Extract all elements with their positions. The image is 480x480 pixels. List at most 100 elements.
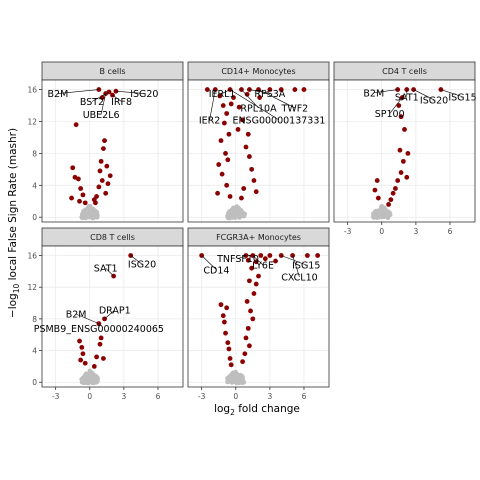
significant-point — [372, 187, 378, 193]
significant-point — [262, 256, 268, 262]
panel-border — [187, 245, 330, 388]
facet-strip-title: CD14+ Monocytes — [221, 67, 295, 76]
x-axis-title-post: fold change — [235, 403, 300, 415]
x-tick-label: 0 — [379, 227, 384, 236]
significant-point — [78, 357, 84, 363]
significant-point — [249, 265, 255, 271]
label-leader-line — [292, 255, 300, 277]
gene-label: B2M — [363, 88, 384, 99]
significant-point — [257, 95, 263, 100]
significant-point — [239, 195, 244, 201]
nonsignificant-point — [93, 214, 99, 220]
significant-point — [315, 253, 321, 258]
significant-point — [402, 127, 407, 132]
gene-label: TWF2 — [281, 103, 309, 114]
significant-point — [96, 184, 102, 190]
gene-label: SAT1 — [94, 264, 118, 275]
significant-point — [215, 190, 220, 196]
y-tick-label: 0 — [32, 213, 37, 222]
nonsignificant-point — [230, 205, 236, 211]
significant-point — [231, 95, 236, 100]
x-tick-label: 3 — [267, 392, 272, 401]
label-leader-line — [252, 255, 264, 266]
nonsignificant-point — [87, 373, 92, 379]
y-tick-label: 0 — [32, 378, 37, 387]
significant-point — [221, 319, 227, 325]
nonsignificant-point — [93, 380, 99, 385]
significant-point — [97, 341, 103, 347]
facet-strip-title: FCGR3A+ Monocytes — [216, 233, 301, 242]
label-leader-line — [241, 89, 259, 109]
gene-label: LY6E — [252, 261, 274, 272]
gene-label: RPS3A — [254, 89, 285, 100]
significant-point — [218, 302, 224, 308]
significant-point — [374, 178, 380, 183]
panel-background — [42, 80, 183, 222]
x-axis-title-sub: 2 — [230, 408, 235, 417]
nonsignificant-point — [235, 373, 241, 378]
significant-point — [227, 356, 233, 361]
label-leader-line — [57, 89, 99, 94]
nonsignificant-point — [371, 215, 377, 220]
significant-point — [245, 257, 251, 263]
significant-point — [292, 87, 298, 92]
significant-point — [226, 131, 232, 137]
label-leader-line — [221, 89, 231, 94]
significant-point — [251, 178, 257, 183]
significant-point — [390, 190, 396, 196]
significant-point — [267, 87, 273, 92]
nonsignificant-point — [237, 208, 242, 214]
y-tick-label: 16 — [27, 86, 37, 95]
significant-point — [251, 291, 257, 296]
significant-point — [253, 189, 259, 195]
nonsignificant-point — [240, 379, 246, 385]
significant-point — [250, 316, 256, 322]
nonsignificant-point — [87, 203, 93, 209]
significant-point — [75, 176, 81, 182]
significant-point — [78, 186, 84, 191]
significant-point — [91, 197, 97, 203]
significant-point — [405, 150, 411, 156]
x-tick-label: 6 — [156, 392, 161, 401]
significant-point — [247, 154, 252, 159]
panel-border — [41, 245, 184, 388]
significant-point — [267, 253, 273, 258]
nonsignificant-point — [229, 209, 234, 215]
significant-point — [69, 195, 74, 201]
significant-point — [224, 111, 230, 116]
significant-point — [219, 171, 225, 177]
label-leader-line — [130, 255, 143, 265]
label-leader-line — [100, 93, 106, 115]
significant-point — [386, 202, 391, 207]
gene-label: IER2 — [199, 115, 220, 126]
significant-point — [98, 158, 104, 164]
y-tick-label: 12 — [27, 117, 37, 126]
significant-point — [247, 343, 252, 349]
nonsignificant-point — [87, 212, 92, 218]
x-tick-label: -3 — [198, 392, 206, 401]
x-axis-title-pre: log — [214, 403, 230, 415]
gene-label: PSMB9_ENSG00000240065 — [34, 324, 164, 335]
significant-point — [225, 157, 231, 163]
label-leader-line — [112, 94, 122, 102]
label-leader-line — [440, 89, 463, 98]
significant-point — [102, 138, 107, 144]
gene-label: ISG20 — [128, 260, 156, 271]
gene-label: UBE2L6 — [83, 110, 120, 121]
significant-point — [204, 87, 210, 92]
significant-point — [396, 103, 402, 108]
panel-background — [42, 246, 183, 387]
significant-point — [91, 364, 97, 369]
significant-point — [77, 198, 82, 204]
x-tick-label: 0 — [233, 392, 238, 401]
significant-point — [94, 354, 99, 360]
gene-label: BST2 — [80, 97, 104, 108]
significant-point — [244, 299, 250, 304]
significant-point — [256, 273, 261, 279]
label-leader-line — [229, 89, 280, 121]
label-leader-line — [201, 255, 217, 270]
label-leader-line — [258, 89, 296, 109]
gene-label: SP100 — [375, 109, 405, 120]
nonsignificant-point — [227, 379, 233, 384]
